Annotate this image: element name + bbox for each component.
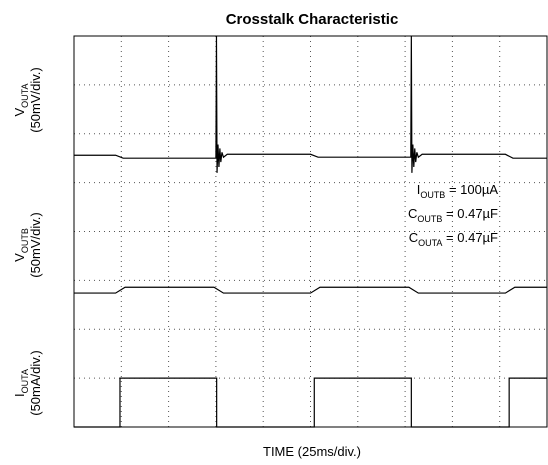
annotation: IOUTB = 100µA — [417, 182, 499, 200]
y-label-name: IOUTA — [12, 369, 30, 397]
chart-title: Crosstalk Characteristic — [226, 11, 399, 28]
y-label-unit: (50mA/div.) — [28, 350, 43, 416]
annotation-sub: OUTB — [420, 190, 445, 200]
annotation-main: C — [409, 230, 418, 245]
annotation-rest: = 100µA — [445, 182, 498, 197]
trace — [74, 377, 547, 428]
annotation-sub: OUTA — [418, 238, 442, 248]
y-label-name: VOUTB — [12, 228, 30, 262]
y-label-main: I — [12, 393, 27, 397]
y-label-main: V — [12, 108, 27, 117]
annotation-rest: = 0.47µF — [442, 206, 498, 221]
annotation-sub: OUTB — [417, 214, 442, 224]
y-label-sub: OUTA — [20, 369, 30, 393]
annotation-rest: = 0.47µF — [442, 230, 498, 245]
y-axis-label: VOUTB(50mV/div.) — [12, 212, 43, 278]
y-label-unit: (50mV/div.) — [28, 212, 43, 278]
annotation: COUTB = 0.47µF — [408, 206, 498, 224]
y-axis-label: VOUTA(50mV/div.) — [12, 67, 43, 133]
y-axis-label: IOUTA(50mA/div.) — [12, 350, 43, 416]
annotation-main: I — [417, 182, 421, 197]
y-label-sub: OUTB — [20, 228, 30, 253]
y-label-name: VOUTA — [12, 83, 30, 116]
y-label-sub: OUTA — [20, 83, 30, 107]
trace — [74, 286, 547, 294]
y-label-main: V — [12, 253, 27, 262]
trace — [74, 35, 547, 173]
y-label-unit: (50mV/div.) — [28, 67, 43, 133]
annotation: COUTA = 0.47µF — [409, 230, 498, 248]
annotation-main: C — [408, 206, 417, 221]
x-axis-label: TIME (25ms/div.) — [263, 444, 361, 459]
